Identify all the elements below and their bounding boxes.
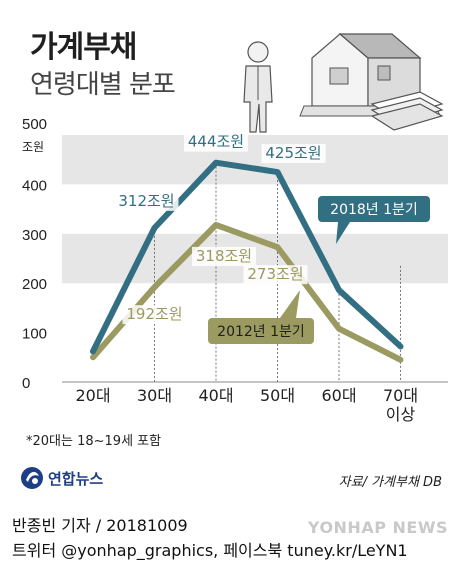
credit-social: 트위터 @yonhap_graphics, 페이스북 tuney.kr/LeYN… bbox=[12, 541, 408, 560]
money-icon bbox=[370, 91, 444, 131]
data-point bbox=[154, 286, 155, 288]
data-label-bg bbox=[122, 305, 187, 325]
y-tick-label: 300 bbox=[22, 227, 47, 244]
yonhap-logo-icon bbox=[21, 467, 43, 489]
data-label-bg bbox=[261, 144, 326, 164]
data-label: 192조원 bbox=[126, 305, 182, 323]
data-point bbox=[400, 345, 401, 347]
y-tick-label: 500 bbox=[22, 116, 47, 133]
series-lines bbox=[90, 159, 404, 363]
x-tick-label: 50대 bbox=[260, 386, 295, 405]
series-line-1 bbox=[90, 221, 404, 363]
x-tick-label: 20대 bbox=[75, 386, 110, 405]
watermark: YONHAP NEWS bbox=[307, 518, 448, 537]
y-tick-label: 0 bbox=[22, 375, 30, 392]
x-tick-label: 70대 bbox=[383, 386, 418, 405]
data-label: 444조원 bbox=[188, 133, 244, 151]
data-label: 318조원 bbox=[196, 247, 252, 265]
legend-label-0: 2018년 1분기 bbox=[330, 202, 418, 218]
data-point bbox=[92, 356, 94, 358]
data-point bbox=[338, 328, 340, 330]
data-label-bg bbox=[184, 132, 248, 152]
y-tick-label: 100 bbox=[22, 326, 47, 343]
chart-subtitle: 연령대별 분포 bbox=[30, 70, 176, 100]
y-tick-label: 400 bbox=[22, 177, 47, 194]
credit-reporter: 반종빈 기자 / 20181009 bbox=[12, 516, 188, 535]
main-panel: 가계부채 연령대별 분포 bbox=[21, 30, 448, 490]
data-label: 312조원 bbox=[118, 192, 174, 210]
data-label-bg bbox=[192, 246, 256, 266]
x-tick-label: 이상 bbox=[386, 405, 416, 424]
y-axis: 0 100 200 300 400 500 조원 bbox=[22, 116, 47, 392]
data-point bbox=[277, 171, 278, 173]
data-label: 273조원 bbox=[247, 265, 303, 283]
data-point bbox=[215, 162, 217, 164]
logo-text: 연합뉴스 bbox=[48, 470, 104, 488]
band-0 bbox=[62, 135, 448, 185]
legend-box-1 bbox=[208, 318, 314, 344]
data-point bbox=[400, 359, 401, 361]
data-point bbox=[277, 246, 278, 248]
x-tick-label: 30대 bbox=[137, 386, 172, 405]
chart-title: 가계부채 bbox=[30, 30, 137, 65]
x-tick-label: 40대 bbox=[198, 386, 233, 405]
data-point bbox=[338, 289, 340, 291]
data-point bbox=[92, 350, 94, 352]
data-point bbox=[154, 227, 155, 229]
legend-label-1: 2012년 1분기 bbox=[217, 324, 305, 340]
legend: 2018년 1분기 2012년 1분기 bbox=[208, 196, 430, 344]
house-illustration bbox=[243, 33, 444, 133]
footnote: *20대는 18~19세 포함 bbox=[26, 434, 162, 449]
y-tick-label: 200 bbox=[22, 276, 47, 293]
data-label-bg bbox=[243, 265, 308, 285]
data-point bbox=[215, 224, 217, 226]
data-label-bg bbox=[114, 191, 179, 211]
legend-pointer-1 bbox=[280, 290, 300, 318]
person-icon bbox=[243, 41, 273, 133]
legend-pointer-0 bbox=[336, 222, 350, 244]
y-unit-label: 조원 bbox=[22, 140, 44, 154]
x-tick-label: 60대 bbox=[321, 386, 356, 405]
source-note: 자료/ 가계부채 DB bbox=[338, 475, 442, 490]
data-label: 425조원 bbox=[265, 144, 321, 162]
series-line-0 bbox=[90, 159, 404, 355]
legend-box-0 bbox=[318, 196, 430, 222]
